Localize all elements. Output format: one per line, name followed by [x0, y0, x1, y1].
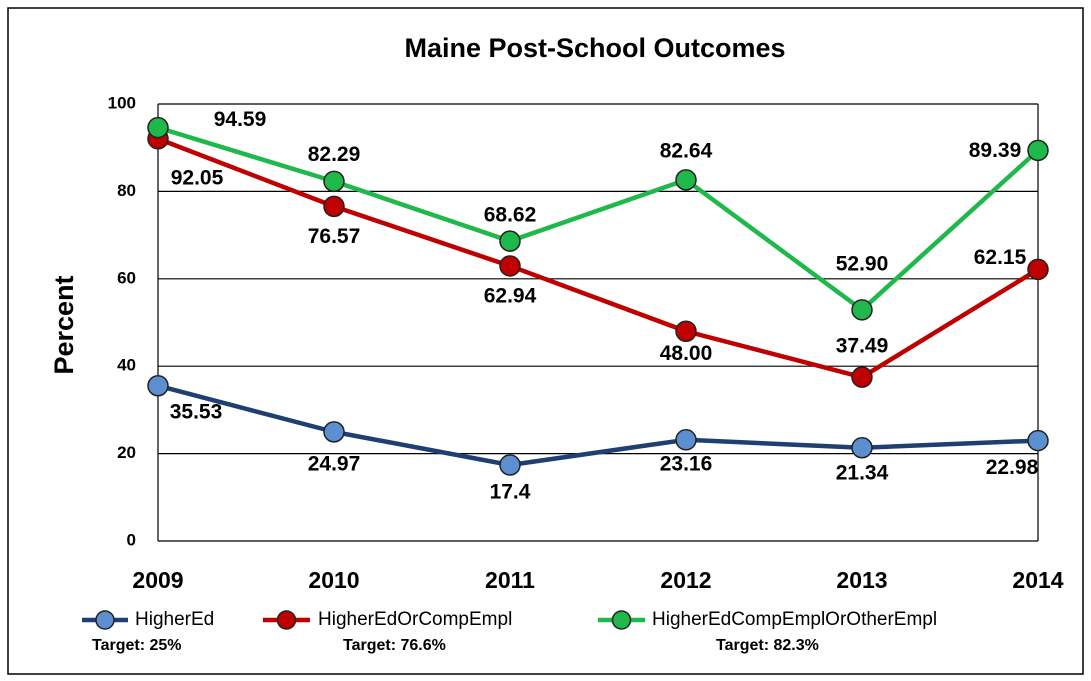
legend-target: Target: 76.6% — [343, 637, 446, 654]
data-label: 24.97 — [308, 452, 361, 475]
legend-marker — [95, 610, 115, 630]
data-point — [1027, 429, 1049, 452]
data-point — [499, 454, 521, 476]
x-tick-label: 2010 — [308, 567, 359, 593]
data-label: 17.4 — [490, 481, 531, 504]
data-point — [147, 116, 169, 139]
data-label: 94.59 — [214, 108, 267, 131]
data-point — [675, 169, 697, 191]
data-point — [323, 421, 345, 443]
data-point — [851, 299, 873, 321]
data-point — [1027, 139, 1049, 162]
data-label: 76.57 — [308, 225, 361, 248]
data-point — [323, 195, 345, 218]
data-label: 48.00 — [660, 342, 713, 365]
data-label: 62.15 — [974, 246, 1027, 269]
data-point — [851, 366, 873, 388]
data-point — [675, 320, 697, 342]
data-label: 89.39 — [969, 139, 1022, 162]
legend-target: Target: 82.3% — [716, 637, 819, 654]
chart-border — [7, 7, 1084, 675]
legend-target: Target: 25% — [92, 637, 182, 654]
data-point — [323, 170, 345, 193]
data-label: 92.05 — [171, 166, 224, 189]
x-tick-label: 2013 — [836, 567, 887, 593]
data-label: 35.53 — [170, 400, 223, 423]
y-tick-label: 80 — [117, 181, 136, 200]
legend-label: HigherEdCompEmplOrOtherEmpl — [652, 609, 937, 630]
data-label: 37.49 — [836, 335, 889, 358]
data-label: 82.64 — [660, 139, 713, 162]
legend-marker — [611, 610, 632, 630]
data-label: 52.90 — [836, 252, 889, 275]
data-point — [675, 429, 697, 451]
y-tick-label: 100 — [108, 93, 136, 112]
legend-marker — [276, 610, 297, 630]
y-tick-label: 20 — [117, 443, 136, 462]
data-label: 22.98 — [986, 456, 1039, 479]
data-label: 62.94 — [484, 284, 537, 307]
y-tick-label: 60 — [117, 268, 136, 287]
data-label: 23.16 — [660, 452, 713, 475]
x-tick-label: 2014 — [1012, 567, 1063, 593]
series-line — [157, 136, 1040, 380]
data-point — [147, 374, 169, 397]
legend-label: HigherEd — [135, 609, 214, 630]
legend-label: HigherEdOrCompEmpl — [318, 609, 512, 630]
x-tick-label: 2012 — [660, 567, 711, 593]
y-axis-label: Percent — [49, 275, 79, 374]
data-point — [851, 436, 873, 459]
data-label: 82.29 — [308, 143, 361, 166]
series-line — [157, 125, 1040, 313]
chart-title: Maine Post-School Outcomes — [404, 33, 785, 63]
series-line — [157, 383, 1039, 468]
data-point — [499, 230, 521, 252]
data-point — [1027, 258, 1049, 281]
y-tick-label: 40 — [117, 356, 136, 375]
x-tick-label: 2011 — [485, 567, 535, 593]
data-point — [499, 255, 521, 277]
y-tick-label: 0 — [127, 530, 136, 549]
x-tick-label: 2009 — [132, 567, 183, 593]
data-label: 68.62 — [484, 204, 537, 227]
data-label: 21.34 — [836, 461, 889, 484]
